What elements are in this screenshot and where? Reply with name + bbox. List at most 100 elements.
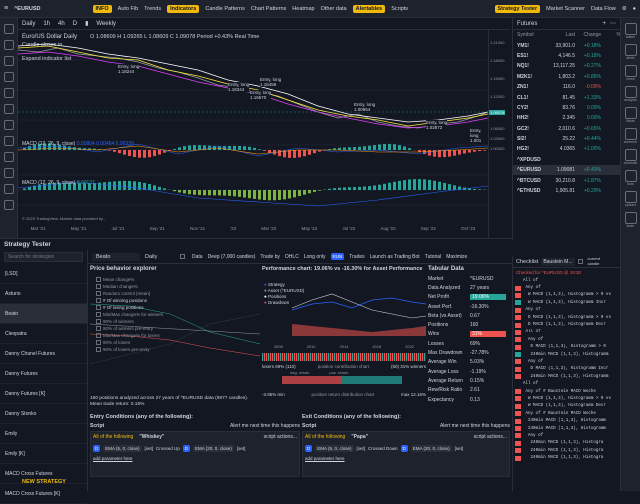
chart-patterns-button[interactable]: Chart Patterns (251, 6, 286, 12)
entry-script-actions[interactable]: script actions... (264, 434, 297, 440)
strategy-list-item[interactable]: Asturio (0, 284, 87, 304)
watchlist-title[interactable]: Futures (517, 21, 537, 27)
behavior-option-checkbox[interactable] (96, 340, 101, 345)
strategy-list-item[interactable]: Danny Futures [K] (0, 384, 87, 404)
current-candle-checkbox[interactable] (578, 259, 583, 264)
sidebar-news-button[interactable]: news (621, 65, 640, 81)
symbol-search[interactable]: ^EURUSD (14, 6, 40, 12)
watchlist-row[interactable]: ^XPDUSD (513, 155, 620, 165)
sidebar-watch-button[interactable]: watch (621, 23, 640, 39)
fib-icon[interactable] (4, 56, 14, 66)
info-button[interactable]: INFO (93, 5, 112, 13)
strategy-list-item[interactable]: [LSD] (0, 264, 87, 284)
strategy-list-item[interactable]: MACD Cross Futures [K] (0, 484, 87, 504)
entry-ema-slow[interactable]: EMA (20, 0, close) (193, 445, 234, 452)
behavior-option[interactable]: Random control (mean) (96, 290, 163, 297)
strategy-list-item[interactable]: Cleopatra (0, 324, 87, 344)
candle-type-icon[interactable]: ▮ (85, 20, 88, 27)
exit-alert-link[interactable]: Alert me next time this happens (440, 423, 510, 429)
heatmap-button[interactable]: Heatmap (292, 6, 314, 12)
sidebar-bots-button[interactable]: bots (621, 170, 640, 186)
exit-timeframe-tag[interactable]: D (305, 445, 312, 452)
strategy-search-input[interactable] (4, 252, 83, 262)
interval-select[interactable]: Daily (22, 21, 35, 27)
entry-add-parameter[interactable]: add parameter here (93, 456, 297, 461)
settings-icon[interactable]: ⚙ (622, 6, 627, 12)
watchlist-row[interactable]: ES1!4,146.5+0.18% (513, 51, 620, 61)
watchlist-row[interactable]: HG2!4.0365+1.00% (513, 144, 620, 154)
behavior-option-checkbox[interactable] (96, 333, 101, 338)
behavior-option[interactable]: Median change% (96, 283, 163, 290)
strategy-list-item[interactable]: Danny Futures (0, 364, 87, 384)
data-checkbox[interactable] (180, 254, 185, 259)
exit-set-link[interactable]: [set] (357, 446, 366, 451)
strategy-interval-select[interactable]: Daily (145, 254, 175, 260)
behavior-option[interactable]: 90% of losers pre-entry (96, 346, 163, 353)
checklist-select[interactable]: Baustein M... (541, 258, 574, 266)
other-data-button[interactable]: Other data (321, 6, 347, 12)
depth-select[interactable]: Deep (7,000 candles) (208, 254, 256, 260)
text-icon[interactable] (4, 104, 14, 114)
interval-4h[interactable]: 4h (58, 21, 65, 27)
tutorial-button[interactable]: Tutorial (425, 254, 442, 260)
zoom-icon[interactable] (4, 136, 14, 146)
behavior-option[interactable]: Mean change% (96, 276, 163, 283)
maximize-button[interactable]: Maximize (446, 254, 467, 260)
watchlist-row[interactable]: NQ1!13,117.25+0.27% (513, 61, 620, 71)
crosshair-icon[interactable] (4, 24, 14, 34)
behavior-option-checkbox[interactable] (96, 312, 101, 317)
indicators-button[interactable]: Indicators (167, 5, 199, 13)
ohlc-select[interactable]: OHLC (285, 254, 299, 260)
strategy-list-item[interactable]: Emily [K] (0, 444, 87, 464)
behavior-option-checkbox[interactable] (96, 284, 101, 289)
strategy-tester-button[interactable]: Strategy Tester (495, 5, 541, 13)
entry-all-select[interactable]: All of the following (93, 434, 133, 440)
entry-ema-fast[interactable]: EMA (5, 0, close) (103, 445, 141, 452)
strategy-list-item[interactable]: Danny Chanel Futures (0, 344, 87, 364)
trades-button[interactable]: Trades (349, 254, 364, 260)
expand-indicators-link[interactable]: Expand indicator list (22, 56, 71, 62)
entry-alert-link[interactable]: Alert me next time this happens (230, 423, 300, 429)
add-symbol-icon[interactable]: + (602, 21, 606, 27)
exit-timeframe-tag-2[interactable]: D (401, 445, 408, 452)
behavior-option-checkbox[interactable] (96, 277, 101, 282)
entry-set-link[interactable]: [set] (145, 446, 154, 451)
sidebar-ideas-button[interactable]: ideas (621, 107, 640, 123)
watchlist-row[interactable]: SI2!25.22+0.44% (513, 134, 620, 144)
watchlist-row[interactable]: YM1!33,901.0+0.18% (513, 40, 620, 50)
sidebar-learn-button[interactable]: learn (621, 212, 640, 228)
watchlist-row[interactable]: M2K1!1,803.2+0.86% (513, 72, 620, 82)
measure-icon[interactable] (4, 120, 14, 130)
price-axis[interactable]: 1.21000 1.18000 1.15000 1.12000 1.09078 … (488, 30, 510, 238)
behavior-option[interactable]: # Of losing positions (96, 304, 163, 311)
behavior-option-checkbox[interactable] (96, 326, 101, 331)
behavior-option[interactable]: Min/Max change% for losers (96, 332, 163, 339)
behavior-option-checkbox[interactable] (96, 298, 101, 303)
sidebar-alerts-button[interactable]: alerts (621, 44, 640, 60)
behavior-option[interactable]: 90% of losers (96, 339, 163, 346)
market-scanner-button[interactable]: Market Scanner (546, 6, 585, 12)
entry-timeframe-tag[interactable]: D (93, 445, 100, 452)
sidebar-checklist-button[interactable]: checklist (621, 149, 640, 165)
behavior-option[interactable]: 90% of winners (96, 318, 163, 325)
behavior-option[interactable]: # Of winning positions (96, 297, 163, 304)
watchlist-row[interactable]: ZN1!116.0-0.09% (513, 82, 620, 92)
strategy-list-item[interactable]: Danny Stonko (0, 404, 87, 424)
watchlist-row[interactable]: CL1!81.45+1.33% (513, 92, 620, 102)
watchlist-row[interactable]: GC2!2,010.6+0.65% (513, 124, 620, 134)
eye-icon[interactable] (4, 184, 14, 194)
behavior-option[interactable]: 90% of winners pre-entry (96, 325, 163, 332)
sidebar-options-button[interactable]: options (621, 191, 640, 207)
exit-set-link-2[interactable]: [set] (455, 446, 464, 451)
candle-patterns-button[interactable]: Candle Patterns (205, 6, 244, 12)
shape-icon[interactable] (4, 88, 14, 98)
trends-button[interactable]: Trends (144, 6, 161, 12)
behavior-option[interactable]: Min/Max change% for winners (96, 311, 163, 318)
menu-icon[interactable]: ≡ (4, 5, 8, 12)
strategy-list-item[interactable]: Emily (0, 424, 87, 444)
launch-bot-button[interactable]: Launch as Trading Bot (370, 254, 420, 260)
new-strategy-button[interactable]: NEW STRATEGY (0, 479, 88, 485)
weekly-select[interactable]: Weekly (96, 21, 116, 27)
